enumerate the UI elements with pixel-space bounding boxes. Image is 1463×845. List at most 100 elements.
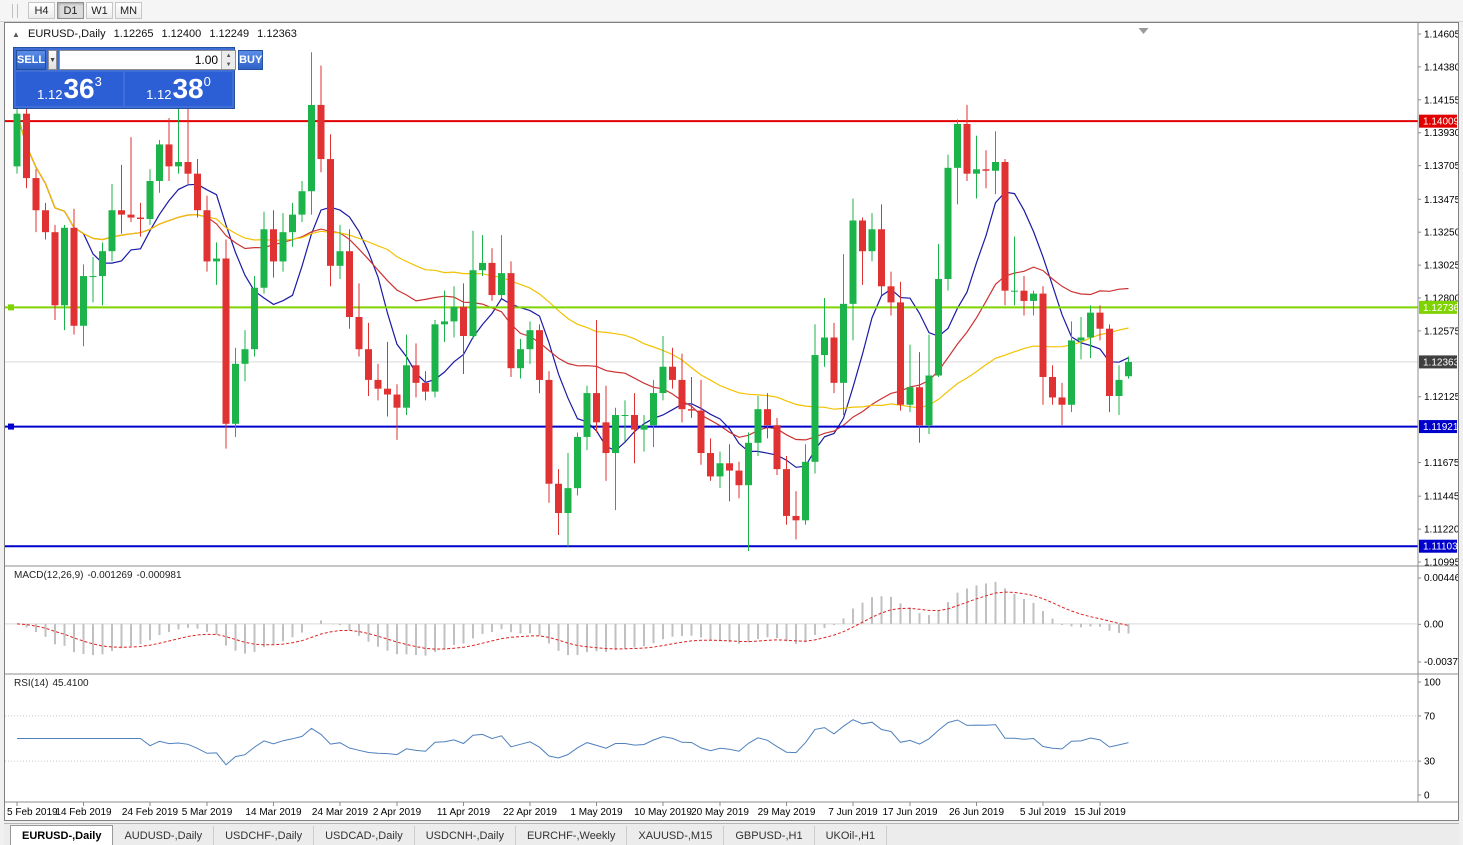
macd-value-2: -0.000981 [136,570,182,581]
svg-text:1.11220: 1.11220 [1424,525,1458,536]
chart-symbol-label: EURUSD-,Daily [27,28,106,40]
svg-text:24 Mar 2019: 24 Mar 2019 [312,807,369,818]
svg-text:1.13250: 1.13250 [1424,228,1458,239]
svg-text:1.12736: 1.12736 [1423,303,1458,314]
svg-text:14 Mar 2019: 14 Mar 2019 [245,807,302,818]
ohlc-low: 1.12249 [209,28,250,40]
svg-text:1.11103: 1.11103 [1423,542,1458,553]
price-tag [1419,114,1457,128]
chart-tab-usdchf-daily[interactable]: USDCHF-,Daily [214,826,315,845]
macd-signal-line [16,591,1129,650]
volume-stepper[interactable]: ▲ ▼ [221,51,236,69]
toolbar-grip [12,3,18,18]
chart-tab-usdcad-daily[interactable]: USDCAD-,Daily [314,826,415,845]
svg-text:1.13475: 1.13475 [1424,195,1458,206]
chart-shift-marker-icon[interactable] [1138,28,1149,34]
hline-handle[interactable] [8,304,14,311]
price-scale[interactable]: 1.14605 1.14380 1.14155 1.13930 1.13705 1.134… [1418,30,1458,802]
svg-text:7 Jun 2019: 7 Jun 2019 [828,807,878,818]
volume-input[interactable] [60,51,222,69]
chart-tab-gbpusd-h1[interactable]: GBPUSD-,H1 [724,826,815,845]
timeframe-w1-button[interactable]: W1 [86,2,113,19]
price-tag [1419,420,1457,434]
timeframe-d1-button[interactable]: D1 [57,2,84,19]
chart-tab-usdcnh-daily[interactable]: USDCNH-,Daily [415,826,516,845]
buy-button[interactable]: BUY [238,50,264,70]
macd-name: MACD(12,26,9) [14,570,84,581]
svg-text:5 Jul 2019: 5 Jul 2019 [1020,807,1067,818]
svg-text:1 May 2019: 1 May 2019 [570,807,623,818]
timeframe-toolbar: H4 D1 W1 MN [0,0,1463,22]
chart-canvas[interactable]: 1.14605 1.14380 1.14155 1.13930 1.13705 1.134… [5,23,1458,820]
macd-value-1: -0.001269 [87,570,133,581]
svg-text:1.14009: 1.14009 [1423,117,1458,128]
svg-text:24 Feb 2019: 24 Feb 2019 [122,807,179,818]
timeframe-mn-button[interactable]: MN [115,2,142,19]
svg-text:100: 100 [1424,678,1441,689]
chart-header: ▲ EURUSD-,Daily 1.12265 1.12400 1.12249 … [12,28,302,40]
svg-text:1.13930: 1.13930 [1424,128,1458,139]
rsi-value: 45.4100 [52,678,89,689]
svg-text:1.14605: 1.14605 [1424,30,1458,41]
price-tag [1419,539,1457,553]
svg-text:10 May 2019: 10 May 2019 [634,807,692,818]
rsi-indicator-label: RSI(14) 45.4100 [14,678,93,689]
chart-tab-bar: EURUSD-,Daily AUDUSD-,Daily USDCHF-,Daily U… [4,823,1459,845]
chart-tab-eurusd-daily[interactable]: EURUSD-,Daily [10,825,114,845]
hline-handle[interactable] [8,423,14,430]
svg-text:1.10995: 1.10995 [1424,558,1458,569]
svg-text:0.00: 0.00 [1424,619,1444,630]
chart-tab-eurchf-weekly[interactable]: EURCHF-,Weekly [516,826,628,845]
macd-panel [5,581,1418,656]
chart-tab-ukoil-h1[interactable]: UKOil-,H1 [815,826,888,845]
sell-price-big: 36 [63,73,95,104]
svg-text:70: 70 [1424,711,1436,722]
rsi-panel [5,715,1418,766]
stepper-up-icon[interactable]: ▲ [222,51,236,60]
svg-text:26 Jun 2019: 26 Jun 2019 [949,807,1004,818]
svg-text:11 Apr 2019: 11 Apr 2019 [437,807,491,818]
svg-text:5 Feb 2019: 5 Feb 2019 [7,807,58,818]
chart-tab-xauusd-m15[interactable]: XAUUSD-,M15 [627,826,725,845]
svg-text:1.14155: 1.14155 [1424,95,1458,106]
timeframe-h4-button[interactable]: H4 [28,2,55,19]
rsi-name: RSI(14) [14,678,49,689]
svg-text:1.13705: 1.13705 [1424,161,1458,172]
rsi-line [17,719,1129,766]
svg-text:-0.003715: -0.003715 [1424,657,1458,668]
sell-price-prefix: 1.12 [37,87,63,102]
svg-text:20 May 2019: 20 May 2019 [691,807,749,818]
collapse-chart-icon[interactable]: ▲ [12,30,20,39]
buy-price-prefix: 1.12 [146,87,172,102]
horizontal-level-lines[interactable] [5,120,1418,548]
ohlc-open: 1.12265 [113,28,154,40]
chevron-down-icon: ▼ [49,56,57,64]
ohlc-high: 1.12400 [161,28,202,40]
svg-text:14 Feb 2019: 14 Feb 2019 [55,807,112,818]
volume-dropdown-button[interactable]: ▼ [48,50,58,70]
svg-text:5 Mar 2019: 5 Mar 2019 [182,807,233,818]
ohlc-close: 1.12363 [257,28,297,40]
ma-8-line [16,113,1129,468]
svg-text:1.12800: 1.12800 [1424,294,1458,305]
sell-button[interactable]: SELL [16,50,47,70]
main-price-panel [5,113,1418,468]
buy-price-sup: 0 [203,74,211,89]
buy-price-display[interactable]: 1.12 38 0 [125,72,232,106]
buy-price-big: 38 [172,73,204,104]
svg-text:1.14380: 1.14380 [1424,62,1458,73]
svg-text:1.11675: 1.11675 [1424,458,1458,469]
sell-price-display[interactable]: 1.12 36 3 [16,72,123,106]
sell-price-sup: 3 [94,74,102,89]
svg-text:2 Apr 2019: 2 Apr 2019 [373,807,422,818]
svg-text:29 May 2019: 29 May 2019 [758,807,816,818]
svg-text:0: 0 [1424,791,1430,802]
price-tag [1419,300,1457,314]
svg-text:22 Apr 2019: 22 Apr 2019 [503,807,557,818]
svg-text:30: 30 [1424,757,1436,768]
stepper-down-icon[interactable]: ▼ [222,60,236,69]
chart-tab-audusd-daily[interactable]: AUDUSD-,Daily [113,826,215,845]
svg-text:1.12125: 1.12125 [1424,392,1458,403]
price-tag [1419,355,1457,369]
